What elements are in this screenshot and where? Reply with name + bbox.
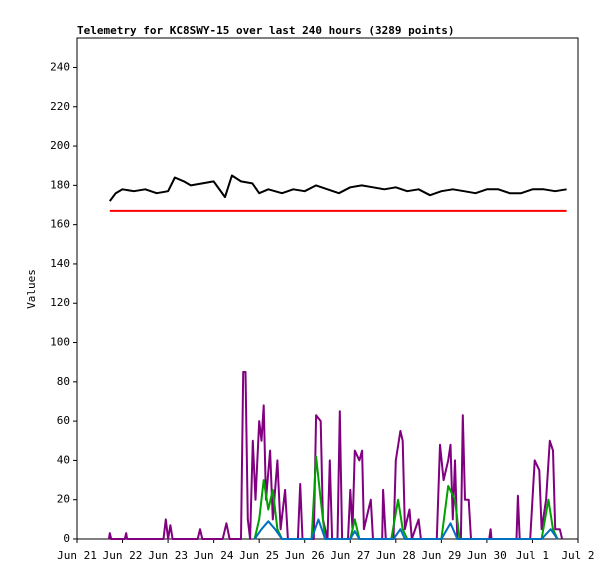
x-tick-label: Jun 30	[467, 549, 507, 562]
series-line	[107, 371, 564, 540]
x-tick-label: Jun 29	[421, 549, 461, 562]
x-tick-label: Jul 1	[516, 549, 549, 562]
x-tick-label: Jul 2	[561, 549, 594, 562]
x-tick-label: Jun 22	[103, 549, 143, 562]
x-tick-label: Jun 23	[148, 549, 188, 562]
x-tick-label: Jun 27	[330, 549, 370, 562]
y-tick-label: 80	[57, 375, 70, 388]
x-tick-label: Jun 25	[239, 549, 279, 562]
y-tick-label: 160	[50, 218, 70, 231]
y-tick-label: 140	[50, 257, 70, 270]
x-tick-label: Jun 26	[285, 549, 325, 562]
x-tick-label: Jun 24	[194, 549, 234, 562]
y-tick-label: 240	[50, 60, 70, 73]
series-line	[108, 174, 567, 202]
y-tick-label: 40	[57, 453, 70, 466]
chart-title: Telemetry for KC8SWY-15 over last 240 ho…	[77, 24, 455, 37]
plot-frame	[76, 37, 579, 540]
y-tick-label: 100	[50, 336, 70, 349]
series-line	[253, 455, 559, 540]
x-tick-label: Jun 21	[57, 549, 97, 562]
y-tick-label: 220	[50, 100, 70, 113]
x-tick-label: Jun 28	[376, 549, 416, 562]
y-axis-label: Values	[25, 269, 38, 309]
y-tick-label: 20	[57, 493, 70, 506]
y-tick-label: 0	[63, 532, 70, 545]
y-tick-label: 120	[50, 296, 70, 309]
y-tick-label: 200	[50, 139, 70, 152]
series-line	[253, 518, 559, 540]
y-tick-label: 60	[57, 414, 70, 427]
y-tick-label: 180	[50, 178, 70, 191]
